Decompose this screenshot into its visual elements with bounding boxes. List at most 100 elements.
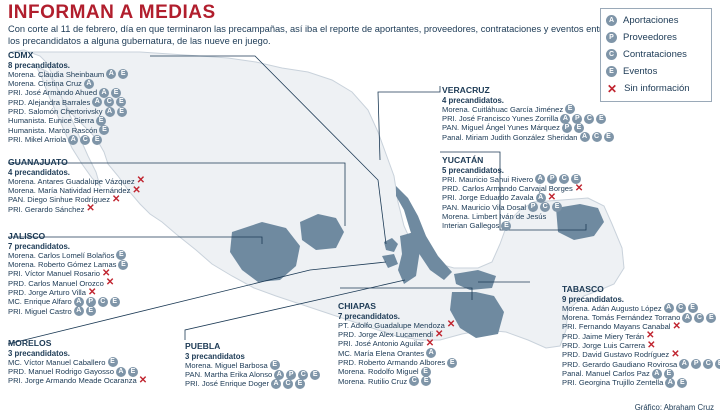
eventos-icon: E bbox=[715, 359, 720, 370]
eventos-icon: E bbox=[706, 312, 717, 323]
aportaciones-icon: A bbox=[73, 296, 84, 307]
proveedores-icon: P bbox=[528, 202, 539, 213]
legend-label: Proveedores bbox=[623, 32, 677, 43]
candidate-row: MC. Víctor Manuel Caballero E bbox=[8, 357, 147, 368]
eventos-icon: E bbox=[501, 220, 512, 231]
cross-icon: ✕ bbox=[671, 348, 680, 360]
candidate-row: PAN. Miguel Ángel Yunes Márquez P E bbox=[442, 123, 614, 134]
eventos-icon: E bbox=[663, 368, 674, 379]
cross-icon: ✕ bbox=[607, 81, 618, 96]
eventos-icon: E bbox=[118, 259, 129, 270]
candidate-row: PAN. Diego Sinhue Rodríguez ✕ bbox=[8, 194, 145, 206]
candidate-name: PRI. José Armando Ahued bbox=[8, 88, 98, 98]
aportaciones-icon: A bbox=[606, 15, 617, 26]
candidate-row: Panal. Manuel Carlos Paz A E bbox=[562, 368, 720, 379]
proveedores-icon: P bbox=[606, 32, 617, 43]
state-count: 9 precandidatos. bbox=[562, 294, 624, 304]
candidate-name: MC. María Elena Orantes bbox=[338, 348, 425, 358]
candidate-row: PRD. Carlos Manuel Orozco ✕ bbox=[8, 277, 128, 289]
candidate-row: PRD. Jorge Alex Lucamendi ✕ bbox=[338, 328, 457, 340]
candidate-name: PRI. Mikel Arriola bbox=[8, 134, 67, 144]
candidate-name: PAN. Mauricio Vila Dosal bbox=[442, 202, 527, 212]
eventos-icon: E bbox=[596, 113, 607, 124]
candidate-row: PRI. Jorge Armando Meade Ocaranza ✕ bbox=[8, 376, 147, 386]
legend-label: Eventos bbox=[623, 66, 658, 77]
leader-lines bbox=[7, 55, 587, 345]
contrataciones-icon: C bbox=[283, 379, 293, 390]
candidate-row: Morena. Rodolfo Miguel E bbox=[338, 366, 457, 377]
candidate-name: Humanista. Marco Rascón bbox=[8, 125, 98, 135]
contrataciones-icon: C bbox=[409, 376, 420, 387]
proveedores-icon: P bbox=[547, 174, 558, 185]
candidate-row: PRI. Gerardo Sánchez ✕ bbox=[8, 203, 145, 215]
candidate-row: PRI. Miguel Castro A E bbox=[8, 306, 128, 317]
candidate-row: PRD. David Gustavo Rodríguez ✕ bbox=[562, 348, 720, 360]
proveedores-icon: P bbox=[572, 113, 583, 124]
candidate-row: PRD. Salomón Chertorivsky A E bbox=[8, 106, 128, 117]
state-name: JALISCO bbox=[8, 231, 46, 241]
eventos-icon: E bbox=[85, 306, 96, 317]
candidate-name: PRI. José Antonio Aguilar bbox=[338, 339, 424, 349]
candidate-name: PRD. Salomón Chertorivsky bbox=[8, 106, 103, 116]
cross-icon: ✕ bbox=[105, 277, 115, 289]
legend-label: Sin información bbox=[624, 83, 690, 94]
candidate-name: PRI. Jorge Eduardo Zavala bbox=[442, 193, 534, 203]
eventos-icon: E bbox=[92, 134, 103, 145]
state-count: 7 precandidatos. bbox=[338, 311, 400, 321]
cross-icon: ✕ bbox=[425, 338, 435, 350]
candidate-row: PRI. Jorge Eduardo Zavala A ✕ bbox=[442, 193, 583, 204]
candidate-name: Morena. Antares Guadalupe Vázquez bbox=[8, 176, 135, 186]
candidate-name: Morena. Cristina Cruz bbox=[8, 79, 82, 89]
candidate-row: PRI. Mikel Arriola A C E bbox=[8, 134, 128, 145]
state-veracruz bbox=[396, 186, 452, 280]
candidate-name: PRD. Carlos Armando Carvajal Borges bbox=[442, 184, 573, 194]
candidate-row: Morena. Roberto Gómez Lamas E bbox=[8, 259, 129, 270]
candidate-name: MC. Enrique Alfaro bbox=[8, 297, 72, 307]
state-name: VERACRUZ bbox=[442, 85, 490, 95]
candidate-row: PRI. Fernando Mayans Canabal ✕ bbox=[562, 322, 720, 332]
candidate-row: Morena. Claudia Sheinbaum A E bbox=[8, 69, 129, 80]
aportaciones-icon: A bbox=[92, 97, 103, 108]
state-block-chiapas: CHIAPAS 7 precandidatos. PT. Adolfo Guadal… bbox=[338, 301, 458, 387]
page-title: INFORMAN A MEDIAS bbox=[8, 2, 216, 23]
candidate-row: Morena. Cuitláhuac García Jiménez E bbox=[442, 104, 614, 115]
candidate-name: Panal. Miriam Judith González Sheridan bbox=[442, 132, 578, 142]
eventos-icon: E bbox=[99, 125, 110, 136]
eventos-icon: E bbox=[447, 357, 458, 368]
state-name: TABASCO bbox=[562, 284, 604, 294]
aportaciones-icon: A bbox=[651, 368, 662, 379]
candidate-row: PAN. Mauricio Vila Dosal P C E bbox=[442, 202, 583, 213]
state-guanajuato bbox=[300, 214, 344, 250]
cross-icon: ✕ bbox=[86, 203, 95, 215]
eventos-icon: E bbox=[295, 379, 305, 390]
eventos-icon: E bbox=[116, 106, 127, 117]
cross-icon: ✕ bbox=[112, 194, 121, 206]
state-name: YUCATÁN bbox=[442, 155, 484, 165]
eventos-icon: E bbox=[421, 376, 432, 387]
eventos-icon: E bbox=[109, 296, 120, 307]
candidate-row: PAN. Martha Erika Alonso A P C E bbox=[185, 369, 321, 380]
state-block-guanajuato: GUANAJUATO 4 precandidatos. Morena. Antare… bbox=[8, 157, 146, 215]
candidate-name: PRI. José Francisco Yunes Zorrilla bbox=[442, 114, 559, 124]
eventos-icon: E bbox=[116, 250, 127, 261]
contrataciones-icon: C bbox=[540, 202, 551, 213]
cross-icon: ✕ bbox=[574, 182, 584, 194]
contrataciones-icon: C bbox=[675, 303, 686, 314]
baja-california bbox=[34, 64, 102, 188]
aportaciones-icon: A bbox=[104, 106, 115, 117]
cross-icon: ✕ bbox=[136, 175, 146, 187]
candidate-name: Morena. Rutilio Cruz bbox=[338, 376, 408, 386]
candidate-name: Morena. Limbert Iván de Jesús bbox=[442, 211, 547, 221]
aportaciones-icon: A bbox=[106, 69, 117, 80]
contrataciones-icon: C bbox=[703, 359, 714, 370]
eventos-icon: E bbox=[687, 303, 698, 314]
candidate-name: Humanista. Eunice Sierra bbox=[8, 116, 95, 126]
cross-icon: ✕ bbox=[87, 286, 97, 298]
candidate-row: Morena. Miguel Barbosa E bbox=[185, 360, 320, 371]
candidate-name: Morena. Carlos Lomelí Bolaños bbox=[8, 250, 115, 260]
cross-icon: ✕ bbox=[132, 184, 141, 196]
candidate-row: Morena. Tomás Fernández Torrano A C E bbox=[562, 312, 720, 323]
aportaciones-icon: A bbox=[665, 377, 676, 388]
candidate-name: PRI. Miguel Castro bbox=[8, 306, 72, 316]
cross-icon: ✕ bbox=[434, 328, 444, 340]
